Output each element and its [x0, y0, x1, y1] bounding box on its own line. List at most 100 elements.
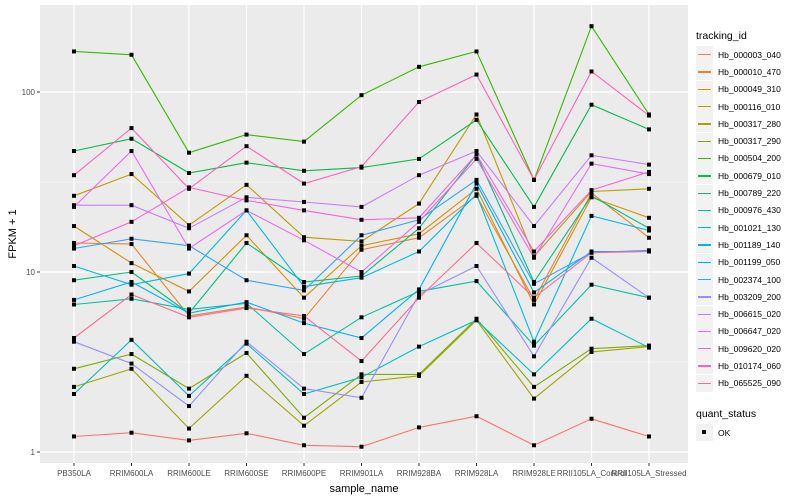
data-point-Hb_000679_010: [244, 160, 249, 165]
data-point-Hb_000003_040: [532, 443, 536, 448]
data-point-Hb_001189_140: [187, 271, 191, 276]
line-swatch-icon: [698, 157, 711, 160]
legend-items: Hb_000003_040 Hb_000010_470 Hb_000049_310 H…: [696, 46, 781, 392]
data-point-Hb_000317_290: [359, 372, 364, 377]
data-point-Hb_001199_050: [187, 311, 191, 316]
data-point-Hb_010174_060: [417, 99, 421, 104]
data-point-Hb_000116_010: [647, 186, 651, 191]
legend-key: [696, 201, 713, 219]
data-point-Hb_000049_310: [359, 243, 364, 248]
data-point-Hb_000317_290: [589, 346, 594, 351]
data-point-Hb_000317_290: [72, 366, 76, 371]
data-point-Hb_000010_470: [647, 235, 651, 240]
data-point-Hb_002374_100: [359, 233, 364, 238]
data-point-Hb_001199_050: [244, 300, 249, 305]
legend-item: Hb_006647_020: [696, 322, 781, 340]
x-tick-label: RRIM928LA: [455, 469, 499, 478]
x-axis-title: sample_name: [329, 483, 398, 495]
legend-item: Hb_000317_280: [696, 115, 781, 133]
data-point-Hb_000116_010: [474, 112, 479, 117]
data-point-Hb_065525_090: [129, 292, 134, 297]
data-point-Hb_000679_010: [589, 102, 594, 107]
legend-item: Hb_000010_470: [696, 63, 781, 81]
data-point-Hb_000504_200: [244, 132, 249, 137]
legend-key: [696, 271, 713, 288]
x-tick-label: RRII105LA_Stressed: [611, 469, 686, 478]
data-point-Hb_006615_020: [647, 162, 651, 167]
data-point-Hb_002374_100: [244, 278, 249, 283]
line-swatch-icon: [698, 175, 711, 177]
data-point-Hb_003209_200: [589, 255, 594, 260]
data-point-Hb_002374_100: [302, 288, 306, 293]
data-point-Hb_000317_280: [187, 426, 191, 431]
legend-key: [696, 46, 713, 64]
data-point-Hb_003209_200: [302, 386, 306, 391]
data-point-Hb_009620_020: [589, 188, 594, 193]
legend2-label: OK: [718, 427, 731, 438]
data-point-Hb_009620_020: [532, 249, 536, 254]
legend-label: Hb_000116_010: [718, 101, 781, 112]
legend2-item: OK: [696, 424, 756, 442]
data-point-Hb_000116_010: [417, 201, 421, 206]
legend-key: [696, 63, 713, 81]
data-point-Hb_002374_100: [72, 246, 76, 251]
data-point-Hb_000010_470: [359, 247, 364, 252]
legend-label: Hb_001189_140: [718, 239, 781, 250]
data-point-Hb_006647_020: [72, 204, 76, 209]
legend-key: [696, 184, 713, 202]
legend-key: [696, 253, 713, 271]
data-point-Hb_010174_060: [244, 144, 249, 149]
data-point-Hb_006615_020: [474, 149, 479, 154]
data-point-Hb_001199_050: [129, 279, 134, 284]
point-icon: [702, 430, 706, 435]
data-point-Hb_001021_130: [302, 392, 306, 397]
data-point-Hb_001199_050: [72, 297, 76, 302]
data-point-Hb_006615_020: [417, 173, 421, 178]
legend-label: Hb_000789_220: [718, 188, 781, 199]
legend-label: Hb_000976_430: [718, 205, 781, 216]
data-point-Hb_000789_220: [302, 279, 306, 284]
data-point-Hb_002374_100: [532, 281, 536, 286]
legend-label: Hb_000010_470: [718, 66, 781, 77]
line-swatch-icon: [698, 192, 711, 194]
legend-key: [696, 115, 713, 133]
data-point-Hb_001021_130: [129, 337, 134, 342]
data-point-Hb_001189_140: [417, 249, 421, 254]
data-point-Hb_006647_020: [129, 149, 134, 154]
x-tick-label: RRIM928LE: [512, 469, 556, 478]
data-point-Hb_000317_280: [244, 373, 249, 378]
legend-key: [696, 288, 713, 306]
x-tick-label: RRII105LA_Control: [557, 469, 627, 478]
legend-item: Hb_000116_010: [696, 98, 781, 116]
data-point-Hb_000116_010: [72, 193, 76, 198]
data-point-Hb_000317_280: [359, 379, 364, 384]
data-point-Hb_000317_280: [532, 396, 536, 401]
data-point-Hb_000504_200: [474, 49, 479, 54]
data-point-Hb_000010_470: [129, 242, 134, 247]
data-point-Hb_000789_220: [129, 270, 134, 274]
x-tick-label: RRIM600LE: [167, 469, 211, 478]
data-point-Hb_006647_020: [359, 270, 364, 274]
data-point-Hb_000504_200: [359, 93, 364, 98]
legend-label: Hb_010174_060: [718, 360, 781, 371]
data-point-Hb_000789_220: [417, 226, 421, 231]
data-point-Hb_010174_060: [72, 173, 76, 178]
data-point-Hb_000116_010: [244, 182, 249, 187]
legend-label: Hb_003209_200: [718, 291, 781, 302]
data-point-Hb_006615_020: [532, 224, 536, 229]
data-point-Hb_000504_200: [72, 49, 76, 54]
data-point-Hb_003209_200: [187, 404, 191, 409]
x-tick-label: RRIM901LA: [340, 469, 384, 478]
legend-label: Hb_009620_020: [718, 343, 781, 354]
legend-label: Hb_001199_050: [718, 257, 781, 268]
legend-item: Hb_000003_040: [696, 46, 781, 64]
data-point-Hb_001189_140: [359, 275, 364, 280]
legend-label: Hb_000504_200: [718, 153, 781, 164]
legend-key: [696, 305, 713, 323]
legend-label: Hb_000049_310: [718, 84, 781, 95]
data-point-Hb_009620_020: [72, 243, 76, 248]
data-point-Hb_003209_200: [417, 292, 421, 297]
data-point-Hb_000679_010: [474, 117, 479, 122]
line-swatch-icon: [698, 54, 711, 56]
data-point-Hb_000003_040: [244, 431, 249, 436]
